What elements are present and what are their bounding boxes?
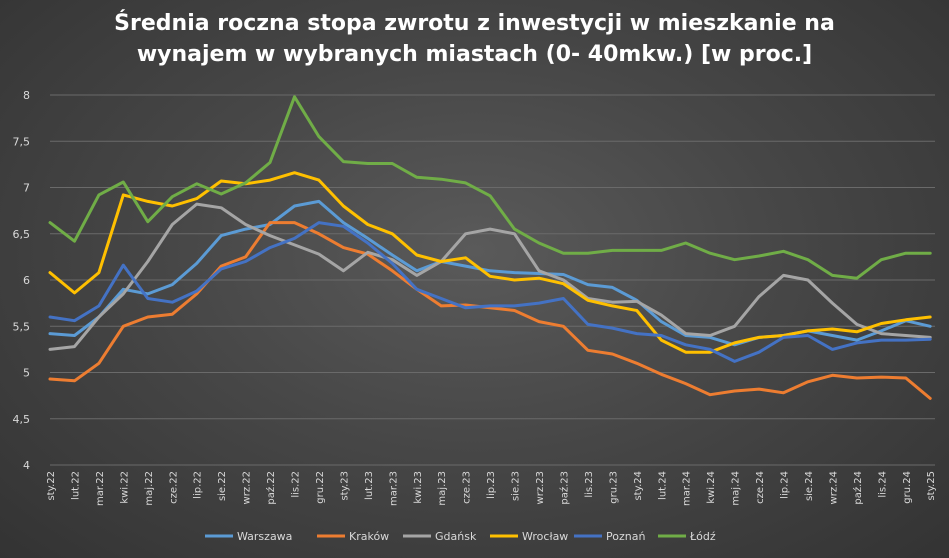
legend-label: Poznań xyxy=(606,530,645,543)
x-tick-label: sty.22 xyxy=(46,471,57,501)
series-line-wrocław xyxy=(48,171,932,354)
x-tick-label: sie.24 xyxy=(804,471,815,501)
x-tick-label: cze.24 xyxy=(755,471,766,504)
series-line-gdańsk xyxy=(48,202,932,351)
legend-label: Gdańsk xyxy=(435,530,477,543)
x-tick-label: maj.24 xyxy=(731,471,742,506)
x-tick-label: kwi.22 xyxy=(119,471,130,504)
series-layer xyxy=(48,95,932,400)
x-tick-label: cze.23 xyxy=(462,471,473,504)
x-tick-label: paź.22 xyxy=(265,471,277,505)
chart-title-line-1: Średnia roczna stopa zwrotu z inwestycji… xyxy=(114,11,835,36)
y-axis-tick-labels: 4 4,5 5 5,5 6 6,5 7 7,5 8 xyxy=(13,89,31,472)
x-tick-label: lut.23 xyxy=(364,471,375,500)
y-tick-label: 6 xyxy=(23,274,30,287)
x-tick-label: wrz.23 xyxy=(535,471,546,504)
x-tick-label: kwi.23 xyxy=(413,471,424,504)
series-line-warszawa xyxy=(48,199,932,347)
y-tick-label: 6,5 xyxy=(13,228,31,241)
x-tick-label: paź.23 xyxy=(558,471,570,505)
x-tick-label: cze.22 xyxy=(168,471,179,504)
x-tick-label: lut.24 xyxy=(657,471,668,500)
legend-label: Łódź xyxy=(689,530,716,543)
series-line-kraków xyxy=(48,221,932,400)
series-line-poznań xyxy=(48,221,932,363)
series-line-łódź xyxy=(48,95,932,280)
x-tick-label: wrz.24 xyxy=(828,471,839,504)
grid-layer xyxy=(50,94,935,466)
x-tick-label: sie.22 xyxy=(217,471,228,501)
legend-label: Wrocław xyxy=(522,530,568,543)
x-tick-label: sty.24 xyxy=(633,471,644,501)
y-tick-label: 4 xyxy=(23,459,30,472)
x-tick-label: sty.23 xyxy=(339,471,350,501)
chart-title: Średnia roczna stopa zwrotu z inwestycji… xyxy=(0,8,949,70)
y-tick-label: 5 xyxy=(23,367,30,380)
x-tick-label: lip.24 xyxy=(780,471,791,499)
x-tick-label: lip.22 xyxy=(193,471,204,499)
legend: Warszawa Kraków Gdańsk Wrocław Poznań Łódź xyxy=(205,530,716,543)
y-tick-label: 4,5 xyxy=(13,413,31,426)
legend-label: Warszawa xyxy=(237,530,292,543)
x-tick-label: mar.23 xyxy=(388,471,399,506)
x-tick-label: mar.24 xyxy=(682,471,693,506)
y-tick-label: 5,5 xyxy=(13,320,31,333)
x-tick-label: gru.22 xyxy=(315,471,326,504)
x-tick-label: maj.22 xyxy=(144,471,155,506)
x-tick-label: gru.24 xyxy=(902,471,913,504)
x-tick-label: lip.23 xyxy=(486,471,497,499)
x-axis-tick-labels: sty.22 lut.22 mar.22 kwi.22 maj.22 cze.22 lip.… xyxy=(46,471,937,506)
y-tick-label: 7 xyxy=(23,182,30,195)
y-tick-label: 7,5 xyxy=(13,135,31,148)
x-tick-label: sie.23 xyxy=(511,471,522,501)
x-tick-label: mar.22 xyxy=(95,471,106,506)
x-tick-label: maj.23 xyxy=(437,471,448,506)
x-tick-label: lis.22 xyxy=(291,471,302,498)
x-tick-label: lis.24 xyxy=(877,471,888,498)
y-tick-label: 8 xyxy=(23,89,30,102)
x-tick-label: gru.23 xyxy=(608,471,619,504)
legend-label: Kraków xyxy=(349,530,389,543)
x-tick-label: wrz.22 xyxy=(242,471,253,504)
chart-title-line-2: wynajem w wybranych miastach (0- 40mkw.)… xyxy=(136,42,813,67)
x-tick-label: lut.22 xyxy=(70,471,81,500)
x-tick-label: kwi.24 xyxy=(706,471,717,504)
x-tick-label: lis.23 xyxy=(584,471,595,498)
x-tick-label: sty.25 xyxy=(926,471,937,501)
x-tick-label: paź.24 xyxy=(852,471,864,505)
